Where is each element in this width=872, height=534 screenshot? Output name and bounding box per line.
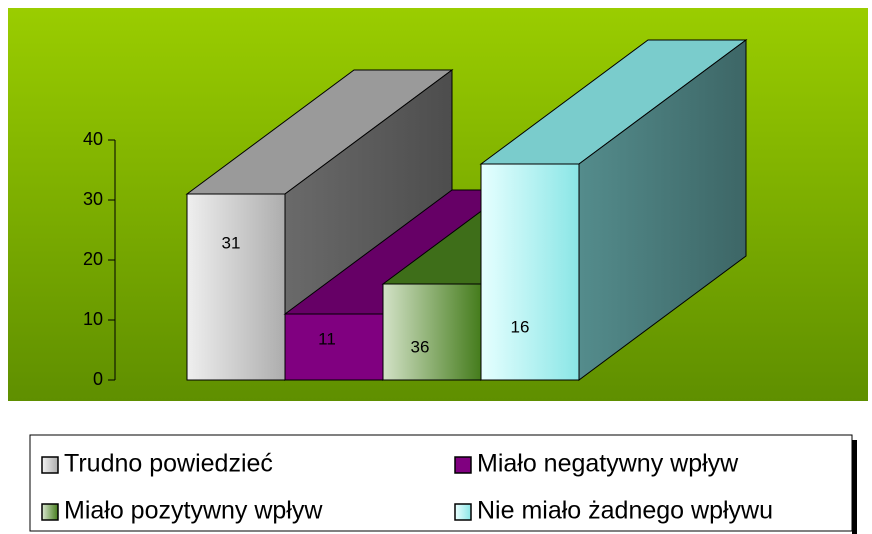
legend-swatch: [41, 456, 59, 474]
legend-label: Miało pozytywny wpływ: [64, 497, 323, 525]
legend-box: [29, 434, 853, 532]
data-label: 16: [511, 317, 530, 336]
y-tick-label: 10: [83, 309, 103, 329]
y-tick-label: 0: [93, 369, 103, 389]
data-label: 11: [318, 329, 336, 348]
y-tick-label: 40: [83, 129, 103, 149]
bar-front: [480, 163, 580, 381]
bar-front: [186, 193, 286, 381]
y-tick-label: 30: [83, 189, 103, 209]
legend-label: Nie miało żadnego wpływu: [477, 497, 773, 525]
legend-swatch: [41, 503, 59, 521]
legend-label: Trudno powiedzieć: [64, 450, 273, 478]
bar-front: [382, 283, 482, 381]
legend-label: Miało negatywny wpływ: [477, 450, 739, 478]
data-label: 36: [411, 337, 430, 356]
legend-swatch: [454, 456, 472, 474]
y-tick-label: 20: [83, 249, 103, 269]
bar-front: [284, 313, 384, 381]
bar: [479, 39, 748, 381]
legend-swatch: [454, 503, 472, 521]
data-label: 31: [222, 233, 241, 252]
legend-shadow: [852, 440, 857, 534]
